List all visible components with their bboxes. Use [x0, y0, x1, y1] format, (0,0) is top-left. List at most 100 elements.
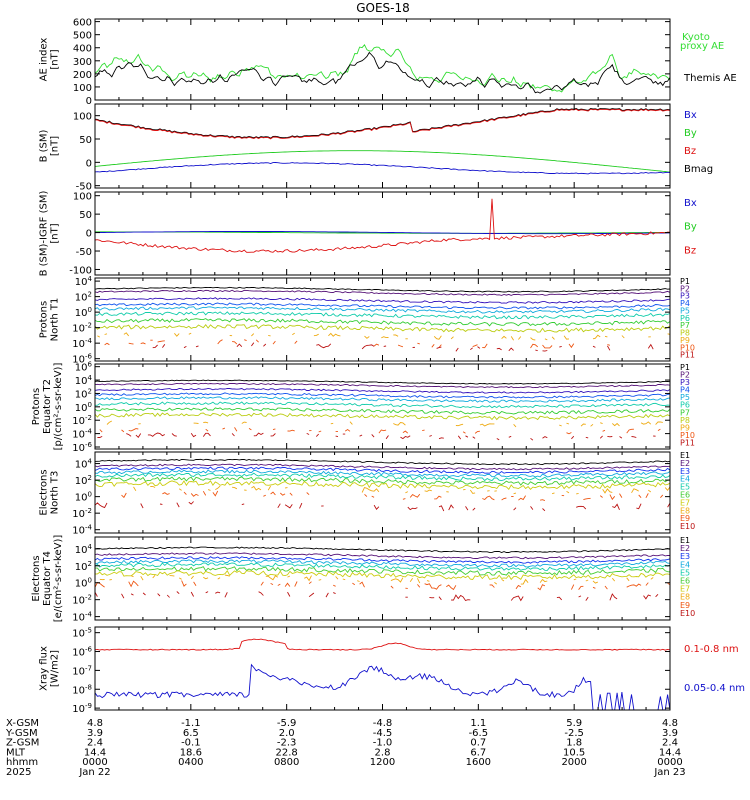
- en-series-2: [95, 466, 670, 474]
- pn-ytick-label: 104: [75, 275, 93, 288]
- bsm-ylabel-line-0: B (SM): [39, 129, 50, 162]
- pn-series-7: [95, 323, 670, 333]
- footer-cell: -1.1: [181, 718, 201, 729]
- en-ytick-label: 102: [75, 474, 92, 487]
- ae-ylabel-line-0: AE index: [39, 38, 50, 82]
- footer-cell: 4.8: [87, 718, 103, 729]
- ee-channel-label-E3: E3: [680, 552, 690, 561]
- en-ytick-label: 10-4: [72, 524, 92, 537]
- bigrf-series-0: [95, 231, 670, 234]
- ee-series-group: [95, 546, 670, 602]
- pe-series-6: [95, 407, 670, 415]
- footer-cell: 0000: [657, 757, 682, 768]
- bsm-series-1: [95, 162, 670, 175]
- panel-en: 10-4 10-2 100 102 104 Electrons North T3 E1E2E3…: [39, 451, 696, 537]
- ee-ytick-label: 10-4: [72, 611, 92, 624]
- footer-cell: 1.8: [566, 738, 582, 749]
- xray-legend-0: 0.1-0.8 nm: [684, 644, 739, 655]
- footer-cell: -4.8: [373, 718, 393, 729]
- ee-series-5: [95, 566, 670, 576]
- bsm-legend-0: Bx: [684, 110, 697, 121]
- xray-ylabel-line-1: [W/m2]: [50, 650, 61, 687]
- ee-channel-label-E5: E5: [680, 568, 690, 577]
- pe-channel-label-P3: P3: [680, 378, 690, 387]
- footer-cell: Jan 22: [78, 767, 110, 778]
- bsm-legend-2: Bz: [684, 146, 696, 157]
- ee-ytick-label: 102: [75, 560, 92, 573]
- bigrf-ytick-label: 0: [86, 229, 92, 240]
- pn-series-8: [97, 332, 670, 341]
- ae-ytick-label: 500: [73, 31, 92, 42]
- pe-channel-label-P9: P9: [680, 423, 690, 432]
- en-ylabel-line-1: North T3: [50, 471, 61, 515]
- pe-channel-label-P8: P8: [680, 416, 690, 425]
- ee-series-4: [95, 562, 670, 571]
- footer-cell: 2.4: [662, 738, 678, 749]
- pn-ytick-label: 102: [75, 291, 92, 304]
- panel-ae: 0 100 200 300 400 500 600 AE index [nT] Kyotoprox…: [39, 18, 737, 107]
- ee-series-3: [95, 559, 670, 568]
- ee-channel-label-E8: E8: [680, 593, 690, 602]
- ee-series-9: [95, 591, 659, 602]
- pe-series-8: [107, 421, 670, 427]
- footer-row-label: hhmm: [6, 757, 38, 768]
- pe-ytick-label: 10-4: [72, 428, 92, 441]
- ae-ytick-label: 100: [73, 83, 92, 94]
- pe-frame: [94, 363, 671, 450]
- footer-cell: 0400: [178, 757, 203, 768]
- pe-series-0: [95, 379, 670, 385]
- ae-series-1: [95, 51, 670, 94]
- en-series-0: [95, 458, 670, 466]
- ae-series-group: [95, 43, 670, 94]
- ae-series-0: [95, 43, 670, 93]
- pn-channel-label-P11: P11: [680, 351, 695, 360]
- ae-ytick-label: 600: [73, 18, 92, 29]
- ee-ytick-label: 100: [75, 577, 92, 590]
- footer-cell: 2000: [561, 757, 586, 768]
- xray-ytick-label: 10-9: [72, 702, 92, 715]
- en-channel-label-E10: E10: [680, 522, 695, 531]
- pn-ylabel-line-1: North T1: [50, 298, 61, 342]
- pn-series-3: [95, 302, 670, 310]
- pn-channel-label-P3: P3: [680, 292, 690, 301]
- footer-cell: 0000: [82, 757, 107, 768]
- pe-ylabel-line-2: [p/(cm²-s-sr-keV)]: [53, 363, 64, 451]
- pn-series-1: [95, 289, 670, 296]
- bigrf-series-1: [95, 231, 670, 235]
- en-channel-label-E7: E7: [680, 498, 690, 507]
- footer-cell: 14.4: [659, 747, 681, 758]
- en-ylabel-line-0: Electrons: [39, 469, 50, 515]
- en-series-9: [95, 501, 670, 512]
- pn-channel-label-P9: P9: [680, 336, 690, 345]
- footer-row-label: 2025: [6, 767, 31, 778]
- pe-series-3: [95, 392, 670, 399]
- footer-cell: 1200: [370, 757, 395, 768]
- pe-channel-label-P11: P11: [680, 438, 695, 447]
- panel-xray: 10-9 10-8 10-7 10-6 10-5 Xray flux [W/m2] 0.1-0…: [39, 626, 745, 715]
- footer-cell: -4.5: [373, 728, 393, 739]
- pe-channel-label-P7: P7: [680, 408, 690, 417]
- footer-cell: 18.6: [180, 747, 202, 758]
- bigrf-legend-1: By: [684, 222, 697, 233]
- pe-channel-label-P1: P1: [680, 363, 690, 372]
- ee-ytick-label: 10-2: [72, 594, 92, 607]
- pn-channel-label-P10: P10: [680, 343, 695, 352]
- ae-legend-1: proxy AE: [680, 41, 724, 52]
- pn-series-5: [95, 311, 670, 320]
- ee-series-8: [95, 580, 670, 591]
- bsm-ytick-label: -50: [76, 182, 92, 193]
- ae-ylabel-line-1: [nT]: [50, 49, 61, 69]
- bigrf-ytick-label: -100: [69, 265, 92, 276]
- pe-ylabel-line-1: Equator T2: [42, 379, 53, 434]
- en-channel-label-E1: E1: [680, 451, 690, 460]
- pe-ytick-label: 10-2: [72, 414, 92, 427]
- bigrf-legend-0: Bx: [684, 198, 697, 209]
- bigrf-series-2: [95, 198, 670, 253]
- footer-cell: 10.5: [563, 747, 585, 758]
- pe-ytick-label: 100: [75, 401, 92, 414]
- footer-cell: 2.4: [87, 738, 103, 749]
- footer-cell: 2.8: [375, 747, 391, 758]
- ee-ylabel-line-0: Electrons: [31, 555, 42, 601]
